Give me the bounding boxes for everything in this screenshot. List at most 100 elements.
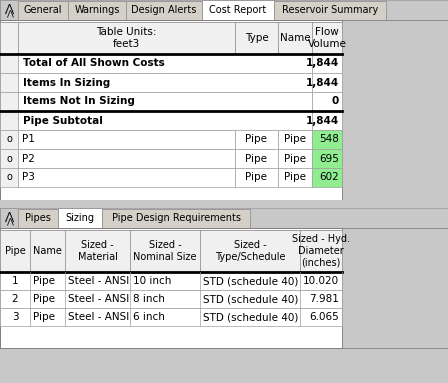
Bar xyxy=(274,1,386,20)
Bar xyxy=(0,130,18,149)
Text: Sized - Hyd.
Diameter
(inches): Sized - Hyd. Diameter (inches) xyxy=(292,234,350,268)
Bar xyxy=(0,290,342,308)
Text: ⋀: ⋀ xyxy=(5,218,13,226)
Text: General: General xyxy=(24,5,62,15)
Text: Flow
Volume: Flow Volume xyxy=(308,27,346,49)
Text: 7.981: 7.981 xyxy=(309,294,339,304)
Text: P2: P2 xyxy=(22,154,35,164)
Bar xyxy=(235,168,278,187)
Bar xyxy=(18,168,235,187)
Text: Name: Name xyxy=(33,246,62,256)
Text: Warnings: Warnings xyxy=(74,5,120,15)
Text: Pipes: Pipes xyxy=(25,213,51,223)
Bar xyxy=(18,209,58,228)
Bar xyxy=(312,130,342,149)
Text: 2: 2 xyxy=(12,294,18,304)
Text: Total of All Shown Costs: Total of All Shown Costs xyxy=(23,59,165,69)
Bar xyxy=(0,272,342,290)
Bar xyxy=(0,73,18,92)
Bar xyxy=(68,1,126,20)
Text: 1,844: 1,844 xyxy=(306,59,339,69)
Text: 1: 1 xyxy=(12,276,18,286)
Bar xyxy=(0,111,18,130)
Text: 1,844: 1,844 xyxy=(306,116,339,126)
Bar xyxy=(312,73,342,92)
Text: Pipe: Pipe xyxy=(284,172,306,183)
Bar xyxy=(18,130,235,149)
Bar xyxy=(0,168,18,187)
Text: Reservoir Summary: Reservoir Summary xyxy=(282,5,378,15)
Bar xyxy=(235,149,278,168)
Bar xyxy=(278,168,312,187)
Text: ⋀: ⋀ xyxy=(4,5,13,15)
Text: o: o xyxy=(6,172,12,183)
Text: Pipe: Pipe xyxy=(246,154,267,164)
Text: Pipe: Pipe xyxy=(284,154,306,164)
Bar xyxy=(0,200,448,208)
Bar xyxy=(0,228,342,348)
Text: Pipe: Pipe xyxy=(33,294,55,304)
Bar xyxy=(0,20,342,200)
Text: STD (schedule 40): STD (schedule 40) xyxy=(203,312,298,322)
Text: 1,844: 1,844 xyxy=(306,77,339,87)
Text: Pipe: Pipe xyxy=(284,134,306,144)
Bar xyxy=(0,149,18,168)
Text: Type: Type xyxy=(245,33,268,43)
Bar xyxy=(278,149,312,168)
Bar xyxy=(0,54,18,73)
Bar xyxy=(102,209,250,228)
Text: Items Not In Sizing: Items Not In Sizing xyxy=(23,97,135,106)
Bar xyxy=(312,149,342,168)
Bar xyxy=(312,54,342,73)
Text: ⋀: ⋀ xyxy=(4,213,13,223)
Bar xyxy=(58,208,102,228)
Bar xyxy=(0,22,342,54)
Text: P1: P1 xyxy=(22,134,35,144)
Bar xyxy=(18,54,312,73)
Text: 10.020: 10.020 xyxy=(303,276,339,286)
Bar xyxy=(0,92,18,111)
Text: Pipe: Pipe xyxy=(246,172,267,183)
Bar xyxy=(0,208,448,228)
Bar xyxy=(312,92,342,111)
Text: Pipe: Pipe xyxy=(33,276,55,286)
Text: Design Alerts: Design Alerts xyxy=(131,5,197,15)
Text: STD (schedule 40): STD (schedule 40) xyxy=(203,294,298,304)
Text: P3: P3 xyxy=(22,172,35,183)
Bar xyxy=(342,228,448,348)
Bar xyxy=(0,308,342,326)
Bar xyxy=(0,208,18,228)
Bar xyxy=(18,73,312,92)
Text: Sizing: Sizing xyxy=(65,213,95,223)
Bar xyxy=(0,228,448,348)
Bar xyxy=(278,130,312,149)
Text: 3: 3 xyxy=(12,312,18,322)
Bar xyxy=(235,130,278,149)
Text: Sized -
Nominal Size: Sized - Nominal Size xyxy=(133,240,197,262)
Text: 0: 0 xyxy=(332,97,339,106)
Text: Pipe Subtotal: Pipe Subtotal xyxy=(23,116,103,126)
Text: ⋀: ⋀ xyxy=(5,10,13,18)
Bar xyxy=(126,1,202,20)
Text: Sized -
Material: Sized - Material xyxy=(78,240,117,262)
Text: 8 inch: 8 inch xyxy=(133,294,165,304)
Bar xyxy=(18,92,312,111)
Text: Steel - ANSI: Steel - ANSI xyxy=(68,312,129,322)
Text: Pipe Design Requirements: Pipe Design Requirements xyxy=(112,213,241,223)
Bar xyxy=(18,1,68,20)
Text: 6.065: 6.065 xyxy=(309,312,339,322)
Text: Pipe: Pipe xyxy=(4,246,26,256)
Text: Items In Sizing: Items In Sizing xyxy=(23,77,110,87)
Text: 695: 695 xyxy=(319,154,339,164)
Text: Steel - ANSI: Steel - ANSI xyxy=(68,276,129,286)
Text: 548: 548 xyxy=(319,134,339,144)
Bar xyxy=(0,0,448,20)
Text: Table Units:
feet3: Table Units: feet3 xyxy=(96,27,157,49)
Bar xyxy=(18,111,312,130)
Text: o: o xyxy=(6,134,12,144)
Text: Steel - ANSI: Steel - ANSI xyxy=(68,294,129,304)
Bar xyxy=(342,20,448,200)
Text: Cost Report: Cost Report xyxy=(209,5,267,15)
Text: STD (schedule 40): STD (schedule 40) xyxy=(203,276,298,286)
Bar xyxy=(0,0,18,20)
